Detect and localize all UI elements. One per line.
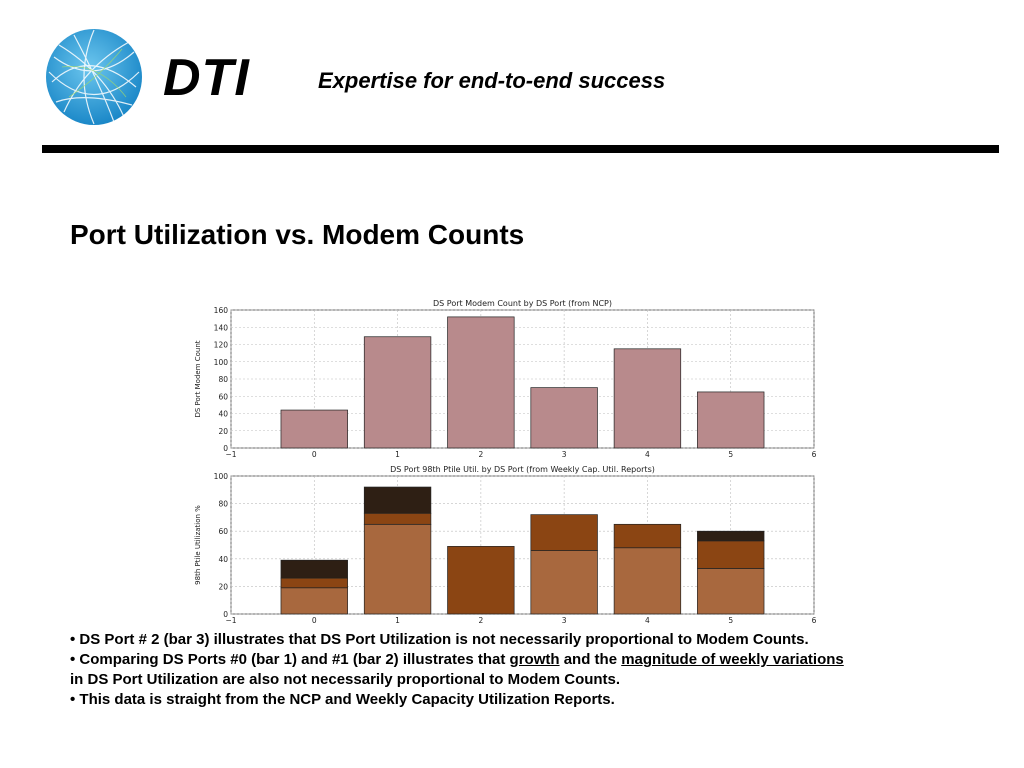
y-tick-label: 40 [218, 410, 228, 419]
note-line-4: • This data is straight from the NCP and… [70, 691, 615, 708]
x-tick-label: 5 [728, 450, 733, 459]
bar-segment [697, 540, 765, 569]
bar-segment [613, 523, 682, 549]
chart-title: DS Port 98th Ptile Util. by DS Port (fro… [390, 465, 655, 474]
tagline: Expertise for end-to-end success [318, 68, 666, 93]
x-tick-label: 2 [478, 616, 483, 625]
y-tick-label: 100 [214, 358, 229, 367]
bar [363, 336, 432, 449]
bar-segment [280, 577, 348, 589]
chart-1: DS Port 98th Ptile Util. by DS Port (fro… [194, 465, 817, 625]
chart-title: DS Port Modem Count by DS Port (from NCP… [433, 299, 612, 308]
y-axis-label: 98th Ptile Utilization % [194, 505, 202, 585]
bar-segment [447, 546, 515, 615]
y-tick-label: 20 [218, 427, 228, 436]
x-tick-label: 3 [562, 616, 567, 625]
y-tick-label: 40 [218, 555, 228, 564]
bar-segment [363, 486, 432, 514]
x-tick-label: 6 [812, 450, 817, 459]
x-tick-label: 0 [312, 616, 317, 625]
y-tick-label: 80 [218, 500, 228, 509]
bar-segment [697, 568, 765, 615]
x-tick-label: −1 [225, 450, 236, 459]
slide-title: Port Utilization vs. Modem Counts [70, 219, 525, 250]
bar-segment [697, 530, 765, 542]
bar [613, 348, 682, 449]
x-tick-label: 6 [812, 616, 817, 625]
bar-segment [363, 512, 432, 525]
chart-0: DS Port Modem Count by DS Port (from NCP… [194, 299, 817, 459]
bar [697, 391, 765, 449]
y-tick-label: 0 [223, 444, 228, 453]
x-tick-label: 4 [645, 450, 650, 459]
y-tick-label: 60 [218, 527, 228, 536]
notes: • DS Port # 2 (bar 3) illustrates that D… [70, 630, 970, 710]
x-tick-label: 2 [478, 450, 483, 459]
note-line-2-start: • Comparing DS Ports #0 (bar 1) and #1 (… [70, 651, 510, 668]
y-tick-label: 120 [214, 341, 229, 350]
x-tick-label: 3 [562, 450, 567, 459]
bar-segment [613, 547, 682, 615]
y-tick-label: 0 [223, 610, 228, 619]
bar-segment [280, 559, 348, 579]
note-growth: growth [509, 651, 560, 668]
header-divider [42, 145, 999, 153]
y-tick-label: 60 [218, 392, 228, 401]
note-line-2-mid: and the [559, 651, 622, 668]
network-globe-icon [46, 29, 142, 125]
bar-segment [280, 587, 348, 615]
y-tick-label: 20 [218, 582, 228, 591]
x-tick-label: 0 [312, 450, 317, 459]
y-axis-label: DS Port Modem Count [194, 340, 202, 417]
bar-segment [530, 514, 598, 551]
note-line-3: in DS Port Utilization are also not nece… [70, 671, 621, 688]
x-tick-label: 1 [395, 616, 400, 625]
brand-wordmark: DTI [163, 49, 250, 107]
x-tick-label: 1 [395, 450, 400, 459]
x-tick-label: 5 [728, 616, 733, 625]
x-tick-label: −1 [225, 616, 236, 625]
bar-segment [530, 550, 598, 615]
note-magnitude: magnitude of weekly variations [621, 651, 844, 668]
bar [280, 409, 348, 449]
charts-figure: DS Port Modem Count by DS Port (from NCP… [194, 299, 817, 625]
y-tick-label: 140 [214, 323, 229, 332]
note-line-2: • Comparing DS Ports #0 (bar 1) and #1 (… [70, 650, 970, 670]
y-tick-label: 160 [214, 306, 229, 315]
y-tick-label: 100 [214, 472, 229, 481]
note-line-1: • DS Port # 2 (bar 3) illustrates that D… [70, 631, 809, 648]
bar [447, 316, 515, 449]
y-tick-label: 80 [218, 375, 228, 384]
bar [530, 387, 598, 449]
x-tick-label: 4 [645, 616, 650, 625]
bar-segment [363, 523, 432, 615]
